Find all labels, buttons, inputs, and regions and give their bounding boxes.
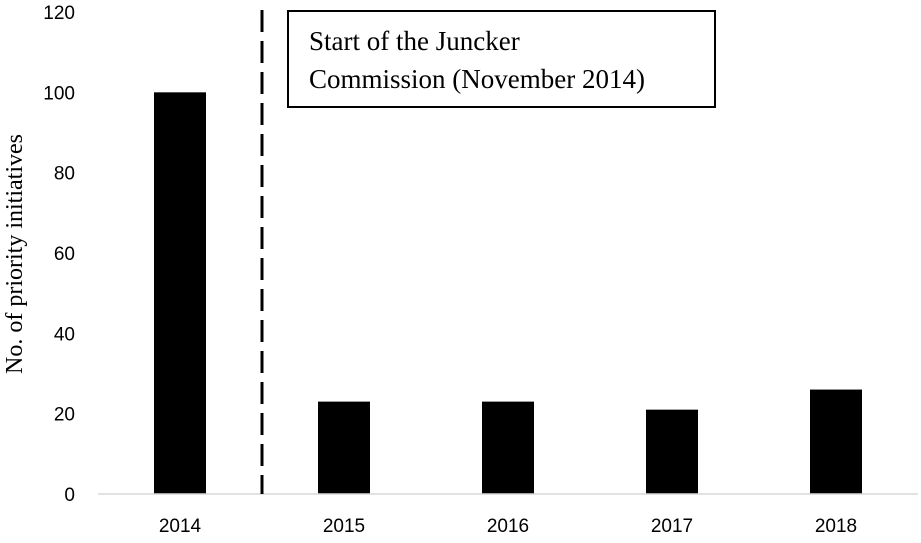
x-axis-ticks: 2014 2015 2016 2017 2018 xyxy=(159,516,857,537)
x-tick-label: 2014 xyxy=(159,516,202,537)
bars xyxy=(154,92,862,494)
annotation-line-1: Start of the Juncker xyxy=(309,26,520,56)
bar-2018 xyxy=(810,389,862,494)
y-tick-label: 20 xyxy=(54,405,75,426)
y-tick-label: 60 xyxy=(54,244,75,265)
bar-2016 xyxy=(482,401,534,494)
y-axis-title: No. of priority initiatives xyxy=(2,134,28,374)
y-tick-label: 0 xyxy=(64,485,75,506)
y-tick-label: 120 xyxy=(43,3,75,24)
annotation-box xyxy=(287,10,716,108)
x-tick-label: 2016 xyxy=(487,516,529,537)
annotation-line-2: Commission (November 2014) xyxy=(309,64,645,94)
y-tick-label: 40 xyxy=(54,324,75,345)
y-tick-label: 80 xyxy=(54,164,75,185)
x-tick-label: 2018 xyxy=(815,516,857,537)
y-tick-label: 100 xyxy=(43,83,75,104)
bar-2017 xyxy=(646,409,698,494)
x-tick-label: 2017 xyxy=(651,516,693,537)
y-axis-ticks: 0 20 40 60 80 100 120 xyxy=(43,3,75,506)
bar-2014 xyxy=(154,92,206,494)
bar-2015 xyxy=(318,401,370,494)
x-tick-label: 2015 xyxy=(323,516,365,537)
